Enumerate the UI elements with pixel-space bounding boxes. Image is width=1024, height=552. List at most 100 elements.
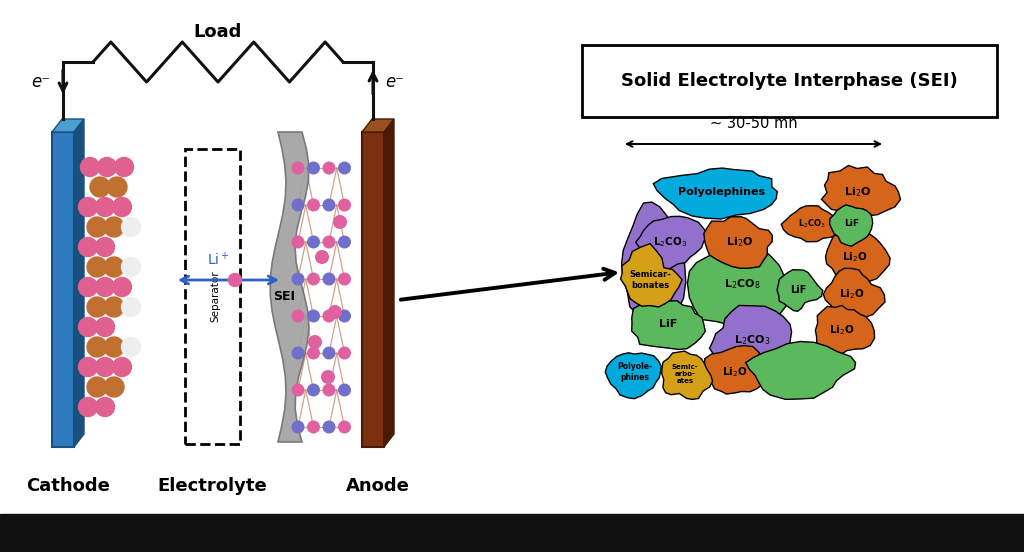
Text: Li$_2$O: Li$_2$O (845, 185, 871, 199)
Text: LiF: LiF (845, 220, 859, 229)
Circle shape (122, 217, 140, 236)
Polygon shape (622, 202, 686, 323)
Circle shape (292, 162, 304, 174)
Circle shape (87, 217, 106, 237)
Circle shape (339, 236, 350, 248)
Circle shape (308, 336, 322, 348)
Polygon shape (653, 168, 777, 219)
Circle shape (315, 251, 329, 263)
Circle shape (113, 198, 131, 216)
Polygon shape (384, 119, 394, 447)
Circle shape (87, 297, 106, 317)
Polygon shape (662, 351, 713, 400)
Circle shape (104, 297, 124, 317)
Polygon shape (74, 119, 84, 447)
Circle shape (122, 337, 140, 357)
Circle shape (81, 157, 99, 177)
Circle shape (113, 358, 131, 376)
Circle shape (292, 310, 304, 322)
Circle shape (339, 199, 350, 211)
Circle shape (122, 257, 140, 277)
Circle shape (95, 358, 115, 376)
Text: Solid Electrolyte Interphase (SEI): Solid Electrolyte Interphase (SEI) (622, 72, 957, 90)
Circle shape (339, 273, 350, 285)
Circle shape (95, 317, 115, 337)
Circle shape (90, 177, 110, 197)
Bar (362, 132, 384, 447)
Text: Li$_2$O: Li$_2$O (726, 235, 754, 249)
Polygon shape (825, 232, 890, 285)
Circle shape (292, 273, 304, 285)
Circle shape (292, 347, 304, 359)
Circle shape (307, 421, 319, 433)
Text: Semic-
arbo-
ates: Semic- arbo- ates (672, 364, 698, 384)
Circle shape (87, 257, 106, 277)
Circle shape (329, 306, 341, 319)
Polygon shape (777, 270, 822, 311)
Circle shape (79, 397, 97, 417)
Circle shape (307, 162, 319, 174)
Text: L$_2$CO$_3$: L$_2$CO$_3$ (653, 235, 687, 249)
Polygon shape (687, 249, 791, 328)
Circle shape (95, 237, 115, 257)
Text: Li$_2$O: Li$_2$O (722, 365, 748, 379)
Circle shape (79, 278, 97, 296)
Polygon shape (362, 119, 394, 132)
Text: Li$_2$O: Li$_2$O (840, 287, 864, 301)
Circle shape (79, 198, 97, 216)
Circle shape (307, 273, 319, 285)
Circle shape (95, 278, 115, 296)
Text: Polyole-
phines: Polyole- phines (617, 362, 652, 381)
Circle shape (292, 236, 304, 248)
Circle shape (97, 157, 117, 177)
Polygon shape (636, 216, 708, 269)
Text: Load: Load (194, 23, 243, 41)
Circle shape (95, 397, 115, 417)
Polygon shape (815, 305, 874, 358)
Circle shape (324, 236, 335, 248)
Text: e⁻: e⁻ (32, 73, 50, 91)
Circle shape (324, 347, 335, 359)
Circle shape (104, 217, 124, 237)
Polygon shape (781, 206, 842, 242)
Circle shape (104, 377, 124, 397)
Text: Li$_2$O: Li$_2$O (829, 323, 855, 337)
Polygon shape (270, 132, 309, 442)
Text: Separator: Separator (211, 270, 220, 322)
Circle shape (324, 162, 335, 174)
Circle shape (115, 157, 133, 177)
Polygon shape (823, 268, 885, 323)
Circle shape (339, 384, 350, 396)
Polygon shape (821, 166, 900, 217)
Circle shape (324, 310, 335, 322)
Circle shape (307, 310, 319, 322)
Circle shape (307, 384, 319, 396)
Text: LiF: LiF (790, 285, 806, 295)
Text: LiF: LiF (658, 319, 677, 329)
Circle shape (322, 371, 334, 383)
Circle shape (307, 199, 319, 211)
Circle shape (307, 236, 319, 248)
Bar (52, 132, 74, 447)
Polygon shape (632, 300, 706, 349)
Polygon shape (705, 346, 764, 394)
Circle shape (95, 198, 115, 216)
Circle shape (324, 199, 335, 211)
Circle shape (79, 237, 97, 257)
Text: Electrolyte: Electrolyte (157, 477, 267, 495)
Polygon shape (52, 119, 84, 132)
Text: e⁻: e⁻ (385, 73, 404, 91)
Circle shape (307, 347, 319, 359)
Circle shape (106, 177, 127, 197)
Text: L$_2$CO$_3$: L$_2$CO$_3$ (798, 217, 826, 230)
Bar (0, 514, 1024, 552)
Text: Cathode: Cathode (26, 477, 110, 495)
Circle shape (87, 377, 106, 397)
Circle shape (228, 273, 242, 286)
Circle shape (292, 384, 304, 396)
Circle shape (292, 421, 304, 433)
Circle shape (339, 421, 350, 433)
Circle shape (87, 337, 106, 357)
Circle shape (292, 199, 304, 211)
Polygon shape (703, 217, 772, 268)
